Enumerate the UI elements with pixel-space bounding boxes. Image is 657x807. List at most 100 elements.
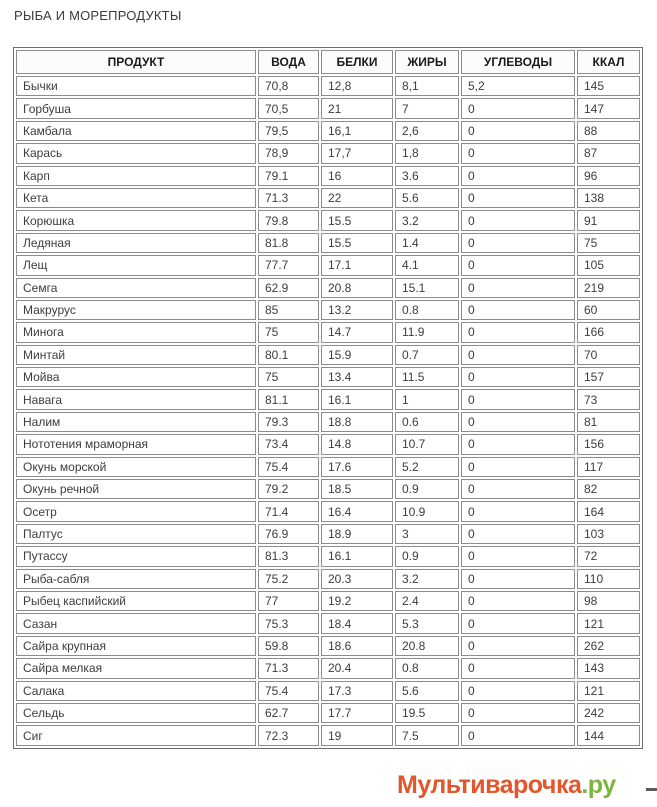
product-cell: Окунь морской — [16, 456, 256, 478]
water-cell: 70,5 — [258, 98, 319, 119]
proteins-cell: 17,7 — [321, 143, 393, 164]
water-cell: 73.4 — [258, 434, 319, 455]
water-cell: 76.9 — [258, 523, 319, 545]
water-cell: 75.3 — [258, 613, 319, 634]
kcal-cell: 88 — [577, 120, 640, 142]
kcal-cell: 242 — [577, 702, 640, 724]
table-row: Палтус 76.9 18.9 3 0 103 — [16, 523, 640, 545]
water-cell: 81.1 — [258, 389, 319, 410]
kcal-cell: 60 — [577, 299, 640, 321]
product-cell: Сазан — [16, 613, 256, 634]
water-cell: 78,9 — [258, 143, 319, 164]
table-row: Сайра крупная 59.8 18.6 20.8 0 262 — [16, 635, 640, 657]
product-cell: Сиг — [16, 725, 256, 746]
table-row: Нототения мраморная 73.4 14.8 10.7 0 156 — [16, 434, 640, 455]
fats-cell: 20.8 — [395, 635, 459, 657]
proteins-cell: 16.1 — [321, 389, 393, 410]
product-cell: Камбала — [16, 120, 256, 142]
product-cell: Сайра мелкая — [16, 658, 256, 679]
table-row: Осетр 71.4 16.4 10.9 0 164 — [16, 501, 640, 522]
proteins-cell: 13.4 — [321, 367, 393, 388]
carbs-cell: 0 — [461, 411, 575, 433]
proteins-cell: 12,8 — [321, 76, 393, 97]
fats-cell: 15.1 — [395, 277, 459, 298]
column-header-carbs: УГЛЕВОДЫ — [461, 50, 575, 74]
fats-cell: 0.8 — [395, 658, 459, 679]
kcal-cell: 72 — [577, 546, 640, 567]
column-header-fats: ЖИРЫ — [395, 50, 459, 74]
table-row: Салака 75.4 17.3 5.6 0 121 — [16, 680, 640, 701]
water-cell: 81.3 — [258, 546, 319, 567]
table-row: Минога 75 14.7 11.9 0 166 — [16, 322, 640, 343]
carbs-cell: 0 — [461, 680, 575, 701]
proteins-cell: 15.9 — [321, 344, 393, 366]
table-row: Макрурус 85 13.2 0.8 0 60 — [16, 299, 640, 321]
carbs-cell: 0 — [461, 613, 575, 634]
fats-cell: 2,6 — [395, 120, 459, 142]
carbs-cell: 0 — [461, 98, 575, 119]
product-cell: Карась — [16, 143, 256, 164]
product-cell: Семга — [16, 277, 256, 298]
water-cell: 75.2 — [258, 568, 319, 589]
product-cell: Путассу — [16, 546, 256, 567]
fats-cell: 5.6 — [395, 187, 459, 209]
fats-cell: 0.8 — [395, 299, 459, 321]
fats-cell: 3.2 — [395, 210, 459, 231]
product-cell: Минтай — [16, 344, 256, 366]
fats-cell: 3.2 — [395, 568, 459, 589]
carbs-cell: 0 — [461, 367, 575, 388]
watermark-brand: Мультиварочка — [397, 771, 582, 799]
kcal-cell: 105 — [577, 255, 640, 276]
product-cell: Рыба-сабля — [16, 568, 256, 589]
carbs-cell: 0 — [461, 434, 575, 455]
fats-cell: 2.4 — [395, 590, 459, 612]
carbs-cell: 0 — [461, 546, 575, 567]
carbs-cell: 0 — [461, 479, 575, 500]
table-row: Минтай 80.1 15.9 0.7 0 70 — [16, 344, 640, 366]
carbs-cell: 0 — [461, 658, 575, 679]
kcal-cell: 166 — [577, 322, 640, 343]
carbs-cell: 0 — [461, 299, 575, 321]
water-cell: 77.7 — [258, 255, 319, 276]
fats-cell: 8,1 — [395, 76, 459, 97]
fats-cell: 0.7 — [395, 344, 459, 366]
table-row: Сазан 75.3 18.4 5.3 0 121 — [16, 613, 640, 634]
kcal-cell: 82 — [577, 479, 640, 500]
water-cell: 79.8 — [258, 210, 319, 231]
fats-cell: 0.9 — [395, 479, 459, 500]
product-cell: Навага — [16, 389, 256, 410]
fats-cell: 5.6 — [395, 680, 459, 701]
product-cell: Сельдь — [16, 702, 256, 724]
fats-cell: 11.5 — [395, 367, 459, 388]
carbs-cell: 0 — [461, 568, 575, 589]
table-row: Горбуша 70,5 21 7 0 147 — [16, 98, 640, 119]
product-cell: Лещ — [16, 255, 256, 276]
water-cell: 79,5 — [258, 120, 319, 142]
proteins-cell: 20.3 — [321, 568, 393, 589]
table-row: Окунь речной 79.2 18.5 0.9 0 82 — [16, 479, 640, 500]
table-header-row: ПРОДУКТ ВОДА БЕЛКИ ЖИРЫ УГЛЕВОДЫ ККАЛ — [16, 50, 640, 74]
proteins-cell: 14.7 — [321, 322, 393, 343]
fats-cell: 10.9 — [395, 501, 459, 522]
proteins-cell: 19.2 — [321, 590, 393, 612]
kcal-cell: 157 — [577, 367, 640, 388]
proteins-cell: 18.8 — [321, 411, 393, 433]
table-row: Рыба-сабля 75.2 20.3 3.2 0 110 — [16, 568, 640, 589]
water-cell: 71.3 — [258, 658, 319, 679]
table-row: Семга 62.9 20.8 15.1 0 219 — [16, 277, 640, 298]
kcal-cell: 73 — [577, 389, 640, 410]
carbs-cell: 0 — [461, 187, 575, 209]
product-cell: Макрурус — [16, 299, 256, 321]
proteins-cell: 20.4 — [321, 658, 393, 679]
kcal-cell: 110 — [577, 568, 640, 589]
product-cell: Салака — [16, 680, 256, 701]
table-row: Карп 79.1 16 3.6 0 96 — [16, 165, 640, 186]
kcal-cell: 98 — [577, 590, 640, 612]
product-cell: Осетр — [16, 501, 256, 522]
product-cell: Окунь речной — [16, 479, 256, 500]
kcal-cell: 103 — [577, 523, 640, 545]
table-row: Бычки 70,8 12,8 8,1 5,2 145 — [16, 76, 640, 97]
water-cell: 62.7 — [258, 702, 319, 724]
proteins-cell: 17.3 — [321, 680, 393, 701]
